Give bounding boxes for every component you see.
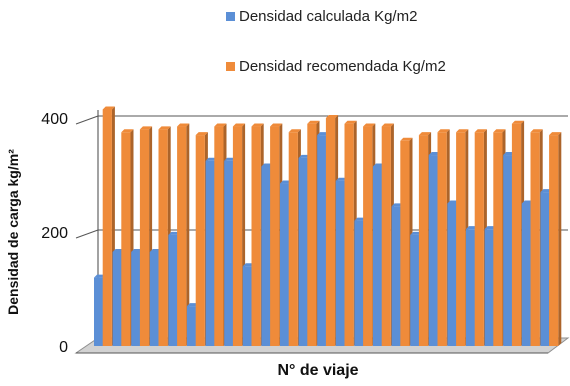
y-tick-label: 400: [41, 111, 68, 128]
bar-recomendada: [177, 123, 190, 346]
legend-swatch-calculada: [226, 12, 235, 21]
legend-label-recomendada: Densidad recomendada Kg/m2: [239, 58, 446, 75]
gridline-200: [75, 229, 99, 239]
x-axis-title: N° de viaje: [277, 362, 358, 379]
bars: [94, 106, 562, 347]
gridline-400: [75, 115, 99, 125]
legend-swatch-recomendada: [226, 62, 235, 71]
legend: Densidad calculada Kg/m2 Densidad recome…: [226, 8, 446, 75]
y-tick-label: 0: [59, 339, 68, 356]
bar-recomendada: [549, 132, 562, 346]
y-tick-label: 200: [41, 225, 68, 242]
y-axis-ticks: 0 200 400: [41, 111, 68, 356]
legend-label-calculada: Densidad calculada Kg/m2: [239, 8, 417, 25]
y-axis-title: Densidad de carga kg/m²: [5, 149, 21, 315]
